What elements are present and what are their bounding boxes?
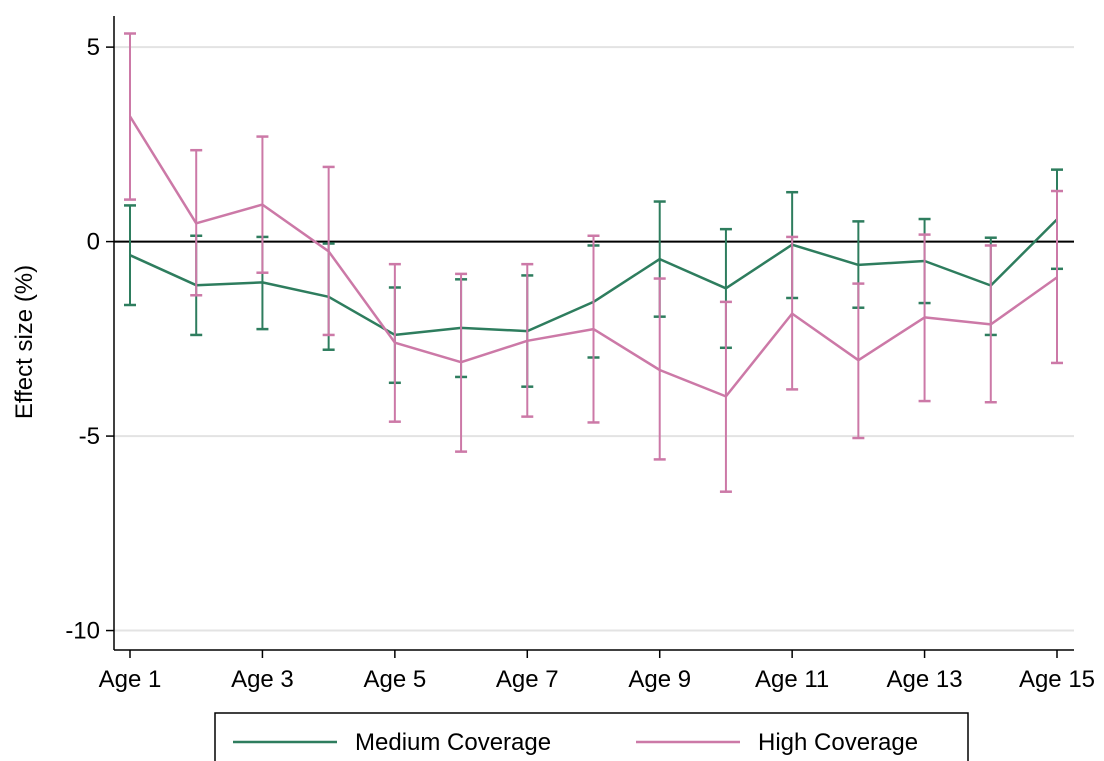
y-tick-label-5: 5 <box>87 34 100 61</box>
x-tick-label-13: Age 13 <box>887 666 963 693</box>
x-tick-label-9: Age 9 <box>628 666 691 693</box>
x-tick-label-5: Age 5 <box>363 666 426 693</box>
y-tick-label--10: -10 <box>65 618 100 645</box>
x-tick-label-3: Age 3 <box>231 666 294 693</box>
legend-label-1: High Coverage <box>758 729 918 756</box>
y-tick-label--5: -5 <box>79 423 100 450</box>
x-tick-label-11: Age 11 <box>755 666 829 693</box>
plot-series <box>124 32 1063 493</box>
legend-box <box>214 712 969 761</box>
axes: 5 0 -5 -10 Age 1 Age 3 Age 5 Age 7 Age 9 Age 11 Ag… <box>65 16 1095 693</box>
legend: Medium Coverage High Coverage <box>214 712 969 761</box>
x-tick-label-7: Age 7 <box>496 666 559 693</box>
legend-label-0: Medium Coverage <box>355 729 551 756</box>
series-1 <box>124 32 1063 493</box>
y-axis-title: Effect size (%) <box>11 265 38 419</box>
y-tick-label-0: 0 <box>87 229 100 256</box>
x-tick-label-1: Age 1 <box>99 666 162 693</box>
series-line-1 <box>128 115 1058 398</box>
x-tick-label-15: Age 15 <box>1019 666 1095 693</box>
